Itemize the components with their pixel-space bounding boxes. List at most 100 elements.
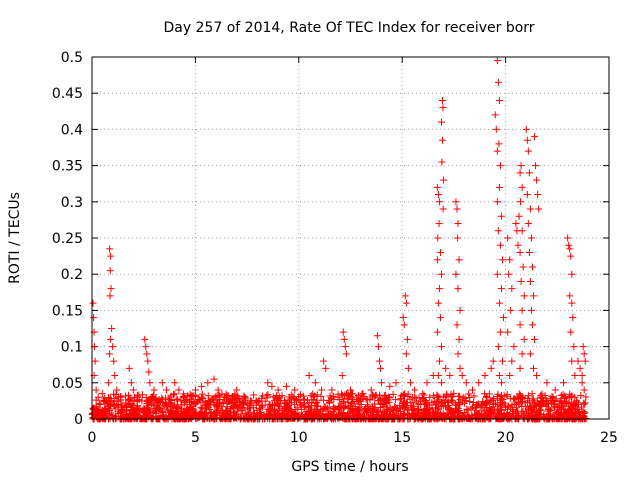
noise-point — [329, 393, 337, 401]
noise-point — [215, 391, 223, 399]
noise-point — [436, 410, 444, 418]
noise-point — [206, 397, 214, 405]
noise-point — [111, 405, 119, 413]
data-point — [439, 205, 447, 213]
data-point — [452, 198, 460, 206]
noise-point — [574, 409, 582, 417]
data-point — [578, 372, 586, 380]
data-point — [90, 314, 98, 322]
noise-point — [548, 393, 556, 401]
noise-point — [326, 392, 334, 400]
noise-point — [106, 407, 114, 415]
noise-point — [238, 403, 246, 411]
data-points — [88, 57, 590, 423]
noise-point — [426, 393, 434, 401]
data-point — [454, 220, 462, 228]
noise-point — [309, 393, 317, 401]
noise-point — [361, 406, 369, 414]
noise-point — [111, 394, 119, 402]
data-point — [347, 386, 354, 394]
noise-point — [399, 399, 407, 407]
data-point — [533, 372, 541, 380]
noise-point — [299, 411, 307, 419]
y-tick-label: 0.35 — [52, 159, 83, 175]
data-point — [532, 162, 540, 170]
noise-point — [264, 391, 272, 399]
data-point — [528, 263, 536, 271]
y-axis-label: ROTI / TECUs — [7, 192, 23, 284]
data-point — [496, 162, 504, 170]
noise-point — [486, 397, 494, 405]
noise-point — [453, 404, 461, 412]
noise-point — [180, 392, 188, 400]
noise-point — [404, 406, 412, 414]
noise-point — [509, 406, 517, 414]
data-point — [535, 205, 543, 213]
data-point — [567, 328, 575, 336]
data-point — [142, 343, 150, 351]
noise-point — [494, 390, 502, 398]
noise-point — [370, 408, 378, 416]
noise-point — [518, 402, 526, 410]
data-point — [462, 379, 470, 387]
data-point — [519, 263, 527, 271]
noise-point — [498, 406, 506, 414]
data-point — [568, 299, 576, 307]
data-point — [106, 350, 114, 358]
data-point — [524, 220, 532, 228]
noise-point — [121, 392, 129, 400]
noise-point — [504, 402, 512, 410]
data-point — [568, 357, 576, 365]
data-point — [498, 357, 506, 365]
data-point — [453, 321, 461, 329]
noise-point — [319, 411, 327, 419]
noise-point — [577, 392, 585, 400]
data-point — [515, 212, 523, 220]
noise-point — [142, 394, 150, 402]
noise-point — [172, 404, 180, 412]
noise-point — [469, 399, 477, 407]
noise-point — [124, 391, 132, 399]
noise-point — [479, 398, 487, 406]
data-point — [518, 183, 526, 191]
data-point — [579, 343, 587, 351]
y-tick-label: 0.1 — [61, 340, 83, 356]
data-point — [493, 147, 501, 155]
noise-point — [142, 409, 150, 417]
data-point — [495, 140, 503, 148]
noise-point — [211, 393, 219, 401]
data-point — [145, 368, 153, 376]
noise-point — [250, 391, 258, 399]
noise-point — [382, 394, 390, 402]
noise-point — [524, 409, 532, 417]
data-point — [342, 350, 350, 358]
data-point — [339, 328, 347, 336]
noise-point — [203, 401, 211, 409]
noise-point — [254, 398, 262, 406]
x-tick-label: 15 — [393, 430, 411, 446]
data-point — [531, 335, 539, 343]
noise-point — [136, 406, 144, 414]
data-point — [481, 372, 489, 380]
data-point — [91, 357, 99, 365]
noise-point — [312, 411, 320, 419]
noise-point — [566, 408, 574, 416]
noise-point — [217, 406, 225, 414]
noise-point — [369, 405, 377, 413]
noise-point — [503, 392, 511, 400]
data-point — [469, 386, 477, 394]
noise-point — [550, 404, 558, 412]
data-point — [516, 169, 524, 177]
data-point — [434, 191, 442, 199]
data-point — [524, 147, 532, 155]
data-point — [311, 379, 319, 387]
noise-point — [201, 411, 209, 419]
noise-point — [351, 414, 359, 422]
noise-point — [421, 400, 429, 408]
data-point — [516, 364, 524, 372]
noise-point — [451, 408, 459, 416]
noise-point — [386, 404, 394, 412]
data-point — [494, 227, 502, 235]
data-point — [437, 270, 445, 278]
